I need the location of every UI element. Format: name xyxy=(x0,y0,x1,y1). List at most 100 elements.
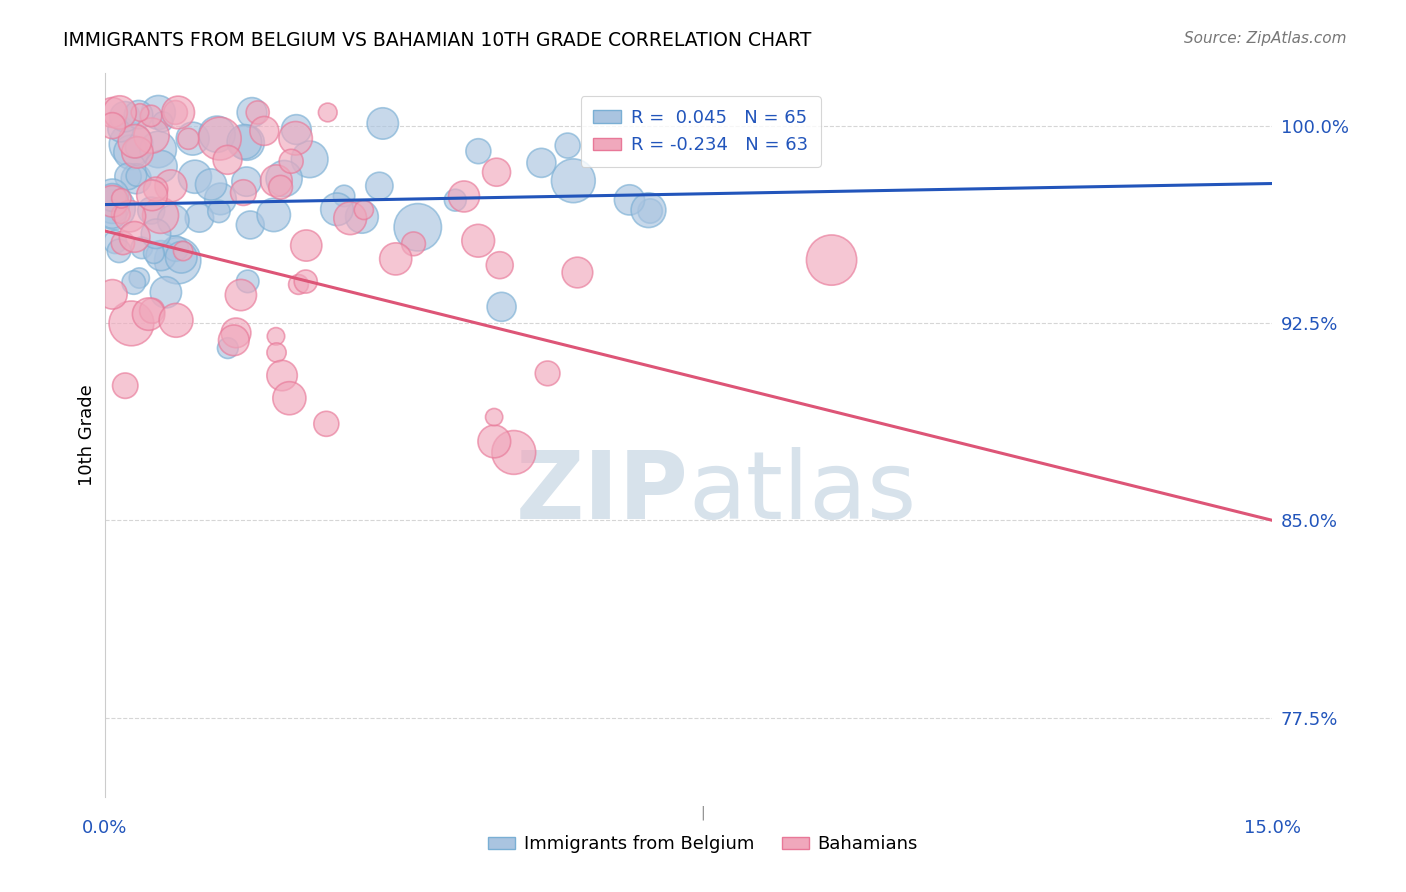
Point xyxy=(488,258,510,272)
Point xyxy=(295,238,318,252)
Point xyxy=(235,175,257,189)
Point xyxy=(229,288,252,302)
Point xyxy=(266,345,288,359)
Point xyxy=(110,207,132,221)
Point xyxy=(315,417,337,431)
Y-axis label: 10th Grade: 10th Grade xyxy=(79,384,96,486)
Point xyxy=(188,211,211,225)
Point xyxy=(101,188,124,202)
Point xyxy=(350,210,373,224)
Point xyxy=(453,189,475,203)
Point xyxy=(120,145,142,160)
Point xyxy=(232,186,254,200)
Point xyxy=(208,204,231,219)
Point xyxy=(124,134,146,148)
Point xyxy=(181,131,204,145)
Point xyxy=(820,253,842,268)
Point xyxy=(125,169,148,183)
Point xyxy=(200,178,222,192)
Point xyxy=(120,137,142,152)
Point xyxy=(167,105,190,120)
Point xyxy=(110,191,132,205)
Point xyxy=(141,303,163,318)
Point xyxy=(253,124,276,138)
Point xyxy=(298,153,321,167)
Point xyxy=(128,107,150,121)
Point xyxy=(127,145,149,160)
Point xyxy=(567,266,589,280)
Point xyxy=(148,143,170,157)
Point xyxy=(172,244,194,258)
Point xyxy=(131,241,153,255)
Text: ZIP: ZIP xyxy=(516,447,689,539)
Point xyxy=(280,154,302,169)
Point xyxy=(222,334,245,348)
Point xyxy=(287,277,309,292)
Point xyxy=(485,165,508,179)
Point xyxy=(184,169,207,184)
Point xyxy=(148,105,170,120)
Point xyxy=(484,434,506,449)
Point xyxy=(177,132,200,146)
Point xyxy=(233,135,256,149)
Point xyxy=(101,190,124,204)
Point xyxy=(285,122,308,136)
Point xyxy=(125,140,148,154)
Point xyxy=(638,204,661,219)
Point xyxy=(150,160,173,174)
Point xyxy=(353,202,375,217)
Point xyxy=(122,276,145,290)
Point xyxy=(142,246,165,260)
Point xyxy=(108,244,131,258)
Point xyxy=(165,105,187,120)
Point xyxy=(333,189,356,203)
Point xyxy=(101,119,124,133)
Point xyxy=(637,203,659,218)
Point xyxy=(368,178,391,193)
Text: |: | xyxy=(700,805,706,820)
Point xyxy=(165,313,187,327)
Point xyxy=(139,109,162,123)
Point xyxy=(278,391,301,405)
Point xyxy=(114,110,136,124)
Point xyxy=(271,368,294,383)
Text: Source: ZipAtlas.com: Source: ZipAtlas.com xyxy=(1184,31,1347,46)
Point xyxy=(208,131,231,145)
Point xyxy=(467,144,489,158)
Point xyxy=(150,249,173,263)
Point xyxy=(209,192,232,206)
Point xyxy=(145,182,167,196)
Point xyxy=(273,171,295,186)
Point xyxy=(371,116,394,130)
Point xyxy=(162,213,184,227)
Point xyxy=(205,127,228,141)
Point xyxy=(118,209,141,223)
Point xyxy=(339,211,361,226)
Point xyxy=(166,253,188,268)
Point xyxy=(108,105,131,120)
Point xyxy=(124,230,146,244)
Point xyxy=(138,307,160,321)
Point xyxy=(141,188,163,202)
Point xyxy=(246,105,269,120)
Point xyxy=(160,178,183,193)
Point xyxy=(155,285,177,300)
Point xyxy=(101,207,124,221)
Point xyxy=(101,200,124,214)
Point xyxy=(326,202,349,217)
Point xyxy=(536,367,558,381)
Point xyxy=(491,300,513,314)
Point xyxy=(101,194,124,209)
Point xyxy=(101,287,124,301)
Text: 0.0%: 0.0% xyxy=(82,819,128,837)
Point xyxy=(141,128,163,143)
Point xyxy=(467,234,489,248)
Point xyxy=(170,250,193,264)
Point xyxy=(562,174,585,188)
Point xyxy=(557,138,579,153)
Point xyxy=(114,378,136,392)
Point xyxy=(117,169,139,184)
Point xyxy=(111,235,134,250)
Point xyxy=(236,136,259,150)
Point xyxy=(263,208,285,222)
